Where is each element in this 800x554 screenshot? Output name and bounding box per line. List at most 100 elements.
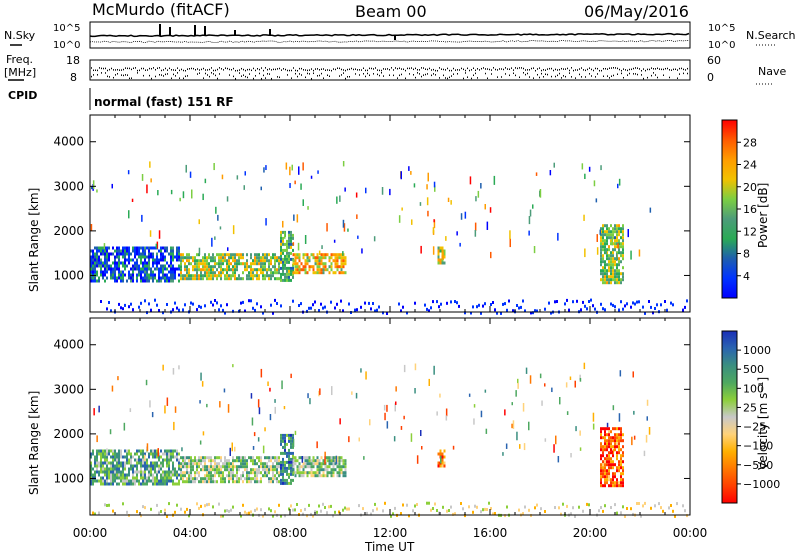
data-cell: [130, 464, 132, 468]
data-cell: [288, 272, 290, 276]
nave-mark: [597, 73, 598, 75]
data-cell: [196, 262, 198, 266]
data-cell: [292, 472, 294, 476]
clutter-cell: [318, 504, 320, 508]
data-cell: [604, 442, 606, 446]
freq-mark: [535, 69, 536, 72]
nave-mark: [253, 77, 254, 80]
data-cell: [150, 252, 152, 256]
data-cell: [236, 253, 238, 257]
clutter-cell: [276, 302, 278, 305]
clutter-cell: [160, 510, 162, 513]
nave-mark: [261, 77, 262, 80]
speck-cell: [170, 189, 173, 195]
data-cell: [220, 456, 222, 460]
clutter-cell: [384, 501, 386, 505]
data-cell: [322, 262, 325, 266]
freq-mark: [663, 68, 664, 71]
data-cell: [238, 456, 240, 460]
clutter-cell: [626, 507, 628, 510]
clutter-cell: [122, 502, 124, 506]
data-cell: [132, 467, 134, 471]
speck-cell: [616, 252, 618, 261]
data-cell: [128, 258, 130, 262]
data-cell: [206, 259, 208, 263]
data-cell: [224, 259, 226, 263]
freq-mark: [589, 67, 590, 69]
clutter-cell: [624, 304, 626, 308]
data-cell: [280, 451, 282, 455]
data-cell: [136, 258, 138, 262]
freq-mark: [461, 67, 462, 70]
data-cell: [262, 465, 264, 469]
data-cell: [254, 474, 256, 478]
speck-cell: [605, 248, 607, 254]
data-cell: [110, 264, 112, 268]
data-cell: [132, 470, 134, 474]
data-cell: [172, 267, 174, 271]
data-cell: [324, 262, 327, 266]
data-cell: [128, 482, 130, 486]
data-cell: [280, 463, 282, 467]
data-cell: [100, 267, 102, 271]
data-cell: [318, 474, 321, 478]
data-cell: [138, 449, 140, 453]
clutter-cell: [664, 300, 666, 303]
nave-mark: [287, 74, 288, 76]
data-cell: [158, 467, 160, 471]
freq-mark: [375, 67, 376, 69]
freq-mark: [675, 68, 676, 71]
data-cell: [110, 464, 112, 468]
clutter-cell: [564, 302, 566, 306]
nave-mark: [569, 72, 570, 74]
data-cell: [250, 277, 252, 281]
data-cell: [134, 479, 136, 483]
nave-mark: [603, 75, 604, 78]
data-cell: [194, 274, 196, 278]
data-cell: [226, 465, 228, 469]
data-cell: [94, 461, 96, 465]
data-cell: [174, 449, 176, 453]
data-cell: [324, 256, 327, 260]
freq-mark: [247, 68, 248, 71]
data-cell: [610, 481, 612, 485]
data-cell: [216, 268, 218, 272]
freq-mark: [541, 69, 542, 72]
data-cell: [142, 270, 144, 274]
data-cell: [200, 259, 202, 263]
clutter-cell: [522, 512, 524, 516]
data-cell: [202, 265, 204, 269]
speck-cell: [493, 175, 496, 185]
data-cell: [188, 277, 190, 281]
data-cell: [230, 462, 232, 466]
data-cell: [166, 246, 168, 250]
data-cell: [230, 256, 232, 260]
clutter-cell: [604, 308, 606, 312]
freq-mark: [475, 69, 476, 72]
speck-cell: [432, 246, 435, 255]
data-cell: [294, 259, 297, 263]
clutter-cell: [248, 511, 250, 515]
speck-cell: [557, 232, 559, 241]
data-cell: [614, 463, 616, 467]
data-cell: [618, 439, 620, 443]
data-cell: [90, 461, 92, 465]
data-cell: [146, 464, 148, 468]
data-cell: [154, 476, 156, 480]
freq-mark: [683, 68, 684, 71]
data-cell: [116, 264, 118, 268]
data-cell: [252, 471, 254, 475]
clutter-cell: [280, 304, 282, 308]
data-cell: [136, 476, 138, 480]
nave-mark: [341, 74, 342, 76]
data-cell: [160, 455, 162, 459]
data-cell: [178, 246, 180, 250]
data-cell: [140, 482, 142, 486]
data-cell: [262, 253, 264, 257]
data-cell: [292, 456, 295, 460]
cpid-label: CPID: [8, 89, 37, 102]
data-cell: [334, 271, 337, 275]
data-cell: [128, 461, 130, 465]
data-cell: [336, 262, 339, 266]
data-cell: [340, 459, 343, 463]
